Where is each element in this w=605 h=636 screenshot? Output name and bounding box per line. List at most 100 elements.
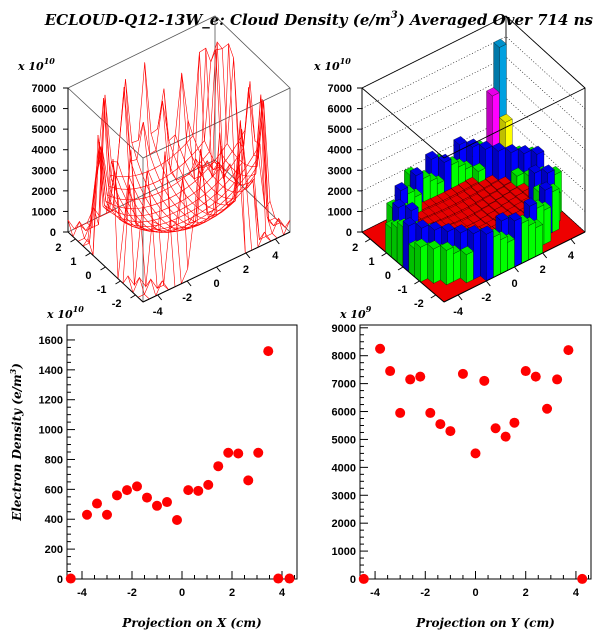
x-tick-label: 4 bbox=[272, 250, 279, 262]
surface-line bbox=[107, 87, 256, 227]
lego-bar-top bbox=[440, 241, 454, 251]
lego-bar-top bbox=[454, 224, 468, 234]
data-point bbox=[457, 368, 468, 379]
z-tick-label: 3000 bbox=[32, 165, 56, 177]
x-tick-label: 2 bbox=[229, 587, 235, 599]
surface-line bbox=[182, 120, 259, 248]
x-tick-label: 0 bbox=[179, 587, 185, 599]
back-grid-line bbox=[361, 36, 586, 109]
lego-bar-front bbox=[543, 206, 552, 245]
x-tick bbox=[216, 266, 221, 273]
lego-bar-top bbox=[466, 138, 480, 148]
z-tick-label: 2000 bbox=[32, 186, 56, 198]
z-tick-label: 1000 bbox=[32, 206, 56, 218]
z-tick-label: 3000 bbox=[328, 165, 352, 177]
data-point bbox=[395, 407, 406, 418]
exponent-label: x 1010 bbox=[46, 304, 84, 321]
y-tick-label: 1 bbox=[70, 256, 76, 268]
x-tick bbox=[485, 280, 491, 287]
lego-bar-front bbox=[486, 230, 494, 282]
lego-bar-top bbox=[483, 185, 498, 195]
surface-line bbox=[142, 132, 291, 303]
chart-title: ECLOUD-Q12-13W_e: Cloud Density (e/m3) A… bbox=[44, 10, 594, 29]
surface-line bbox=[112, 162, 188, 269]
y-tick-label: 1 bbox=[368, 256, 374, 268]
x-tick bbox=[542, 252, 548, 259]
surface-line bbox=[144, 62, 220, 224]
lego-bar-top bbox=[462, 197, 477, 207]
lego-bar-top bbox=[485, 174, 499, 184]
y-tick-label: 3000 bbox=[332, 490, 356, 502]
lego-bar-top bbox=[425, 150, 439, 160]
y-tick bbox=[115, 280, 121, 285]
lego-bar-top bbox=[427, 240, 441, 250]
y-tick bbox=[397, 266, 404, 271]
y-tick-label: 400 bbox=[45, 514, 63, 526]
x-tick-label: 2 bbox=[243, 264, 249, 276]
x-tick-label: -2 bbox=[420, 587, 430, 599]
lego-bar-top bbox=[496, 186, 511, 196]
y-tick-label: 2000 bbox=[332, 518, 356, 530]
exponent-label: x 109 bbox=[339, 304, 372, 321]
lego-bar-top bbox=[402, 217, 417, 227]
y-tick bbox=[414, 280, 420, 285]
data-point bbox=[203, 479, 214, 490]
y-tick-label: 5000 bbox=[332, 434, 356, 446]
surface-line bbox=[72, 72, 221, 237]
data-point bbox=[152, 500, 162, 511]
z-tick-label: 7000 bbox=[328, 83, 352, 95]
x-tick bbox=[570, 238, 576, 245]
y-tick-label: 2 bbox=[55, 242, 61, 254]
x-tick bbox=[186, 280, 192, 287]
x-tick-label: 0 bbox=[472, 587, 478, 599]
y-tick bbox=[430, 294, 437, 299]
surface-line bbox=[195, 48, 272, 242]
y-tick bbox=[364, 238, 371, 243]
lego-bar-top bbox=[503, 182, 518, 191]
lego-bar-side bbox=[402, 220, 410, 273]
lego-bar-top bbox=[510, 167, 525, 177]
data-point bbox=[263, 346, 274, 357]
lego-bar-side bbox=[460, 249, 467, 284]
data-point bbox=[500, 431, 511, 442]
y-tick bbox=[85, 252, 91, 257]
data-point bbox=[223, 447, 234, 458]
lego-bar-top bbox=[460, 246, 474, 255]
y-tick-label: 0 bbox=[350, 574, 356, 586]
y-axis-label: Electron Density (e/m3) bbox=[8, 363, 24, 522]
lego-bar-top bbox=[490, 180, 505, 190]
data-point bbox=[142, 492, 152, 503]
lego-bar-top bbox=[456, 191, 471, 201]
lego-bar-top bbox=[495, 212, 509, 222]
data-point bbox=[385, 366, 396, 377]
y-tick-label: 0 bbox=[385, 270, 391, 282]
x-tick bbox=[157, 294, 163, 301]
data-point bbox=[82, 509, 92, 520]
data-point bbox=[358, 573, 369, 584]
surface-line bbox=[163, 88, 240, 211]
y-tick-label: 0 bbox=[85, 270, 91, 282]
surface-line bbox=[189, 52, 265, 241]
lego-bar-front bbox=[551, 188, 560, 233]
lego-bar-front bbox=[528, 221, 536, 261]
y-tick bbox=[100, 266, 106, 271]
y-tick-label: 200 bbox=[45, 544, 63, 556]
z-tick-label: 4000 bbox=[328, 145, 352, 157]
y-tick-label: 1000 bbox=[39, 425, 63, 437]
x-tick bbox=[514, 266, 519, 273]
x-tick-label: -4 bbox=[153, 306, 164, 318]
data-point bbox=[563, 345, 574, 356]
x-tick-label: -2 bbox=[127, 587, 137, 599]
data-point bbox=[375, 343, 386, 354]
x-tick-label: 4 bbox=[573, 587, 580, 599]
data-point bbox=[273, 573, 284, 584]
surface-line bbox=[93, 97, 169, 291]
x-axis-label: Projection on Y (cm) bbox=[415, 616, 555, 630]
z-tick-label: 6000 bbox=[32, 104, 56, 116]
y-tick-label: -2 bbox=[414, 298, 424, 310]
scatter-plot-x-panel: 0 200 400 600 800 1000 1200 1400 1600 -4 -2 0 2 4 x 10… bbox=[8, 304, 298, 630]
z-tick-label: 5000 bbox=[32, 124, 56, 136]
data-point bbox=[479, 375, 490, 386]
x-tick-label: -2 bbox=[481, 292, 491, 304]
